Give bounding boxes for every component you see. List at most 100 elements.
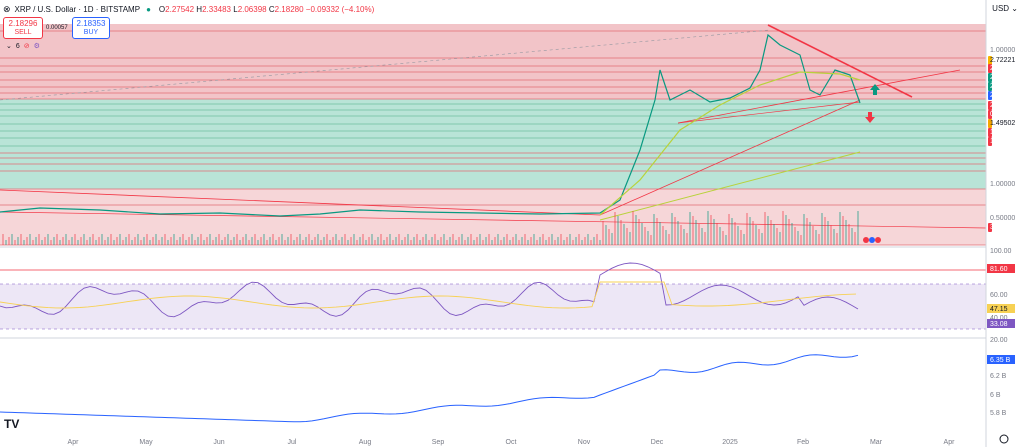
volume-bar xyxy=(701,228,703,245)
volume-bar xyxy=(200,234,202,245)
buy-button[interactable]: 2.18353 BUY xyxy=(72,17,110,39)
volume-bar xyxy=(563,240,565,245)
y-tick-label: 60.00 xyxy=(990,292,1008,299)
volume-bar xyxy=(182,234,184,245)
indicator-count: 6 xyxy=(15,42,20,50)
volume-bar xyxy=(158,240,160,245)
volume-bar xyxy=(110,234,112,245)
x-tick-label: Apr xyxy=(68,439,80,446)
volume-bar xyxy=(335,234,337,245)
volume-bar xyxy=(77,240,79,245)
volume-bar xyxy=(212,240,214,245)
volume-bar xyxy=(407,234,409,245)
volume-bar xyxy=(704,232,706,245)
volume-bar xyxy=(176,240,178,245)
volume-bar xyxy=(74,234,76,245)
volume-bar xyxy=(812,226,814,245)
volume-bar xyxy=(464,240,466,245)
price-axis[interactable]: 1.00000 1.00000 0.50000 100.00 60.00 40.00 20.… xyxy=(987,47,1015,417)
volume-bar xyxy=(857,211,859,245)
volume-bar xyxy=(32,240,34,245)
price-label: 2.21396 xyxy=(988,64,1016,73)
eye-icon[interactable]: ⊘ xyxy=(23,43,30,50)
volume-bar xyxy=(494,237,496,245)
volume-bar xyxy=(473,240,475,245)
volume-bar xyxy=(317,234,319,245)
volume-bar xyxy=(239,240,241,245)
volume-bar xyxy=(377,237,379,245)
volume-bar xyxy=(119,234,121,245)
x-tick-label: Oct xyxy=(506,439,517,446)
volume-bar xyxy=(2,234,4,245)
volume-bar xyxy=(59,240,61,245)
volume-bar xyxy=(65,234,67,245)
volume-bar xyxy=(656,218,658,245)
x-tick-label: May xyxy=(139,439,153,446)
volume-bar xyxy=(743,234,745,245)
flag-icon xyxy=(875,237,881,243)
volume-bar xyxy=(767,216,769,245)
sell-button[interactable]: 2.18296 SELL xyxy=(3,17,43,39)
gear-icon[interactable]: ⚙ xyxy=(33,43,40,50)
volume-bar xyxy=(476,237,478,245)
price-label: 2.18280 xyxy=(988,101,1016,110)
volume-bar xyxy=(623,224,625,245)
indicator-toggle[interactable]: ⌄ 6 ⊘ ⚙ xyxy=(6,42,40,51)
volume-bar xyxy=(254,234,256,245)
volume-bar xyxy=(299,234,301,245)
volume-bar xyxy=(788,219,790,245)
volume-bar xyxy=(26,237,28,245)
volume-bar xyxy=(764,212,766,245)
volume-bar xyxy=(554,240,556,245)
volume-bar xyxy=(275,240,277,245)
volume-bar xyxy=(203,240,205,245)
volume-bar xyxy=(125,237,127,245)
price-series xyxy=(0,33,861,217)
y-tick-label: 6.2 B xyxy=(990,373,1007,380)
volume-bar xyxy=(23,240,25,245)
x-tick-label: Dec xyxy=(651,439,664,446)
volume-bar xyxy=(290,234,292,245)
volume-bar xyxy=(809,222,811,245)
volume-bar xyxy=(215,237,217,245)
volume-bar xyxy=(797,231,799,245)
volume-bar xyxy=(389,234,391,245)
volume-bar xyxy=(671,213,673,245)
close-icon[interactable]: ⊗ xyxy=(3,3,11,14)
volume-bar xyxy=(233,237,235,245)
volume-bar xyxy=(146,234,148,245)
volume-bar xyxy=(830,225,832,245)
value-label xyxy=(987,264,1015,273)
volume-bar xyxy=(188,237,190,245)
symbol-title[interactable]: XRP / U.S. Dollar · 1D · BITSTAMP xyxy=(14,4,141,14)
volume-bar xyxy=(431,237,433,245)
currency-selector[interactable]: USD ⌄ xyxy=(992,4,1018,13)
volume-bar xyxy=(785,215,787,245)
y-tick-label: 0.50000 xyxy=(990,215,1015,222)
volume-bar xyxy=(518,240,520,245)
volume-bar xyxy=(83,234,85,245)
volume-bar xyxy=(569,234,571,245)
volume-bar xyxy=(644,227,646,245)
volume-bar xyxy=(449,237,451,245)
time-axis[interactable]: Apr May Jun Jul Aug Sep Oct Nov Dec 2025 Feb Mar Apr xyxy=(68,439,956,446)
volume-bar xyxy=(539,237,541,245)
volume-bar xyxy=(116,237,118,245)
volume-bar xyxy=(572,240,574,245)
volume-bar xyxy=(752,221,754,245)
settings-icon[interactable] xyxy=(999,434,1009,444)
volume-bar xyxy=(698,224,700,245)
volume-bar xyxy=(602,221,604,245)
volume-bar xyxy=(827,221,829,245)
trend-line xyxy=(599,99,861,216)
volume-bar xyxy=(323,237,325,245)
volume-bar xyxy=(329,240,331,245)
volume-bar xyxy=(332,237,334,245)
volume-bar xyxy=(236,234,238,245)
volume-bar xyxy=(533,234,535,245)
volume-bar xyxy=(191,234,193,245)
volume-bar xyxy=(770,220,772,245)
volume-bar xyxy=(716,223,718,245)
